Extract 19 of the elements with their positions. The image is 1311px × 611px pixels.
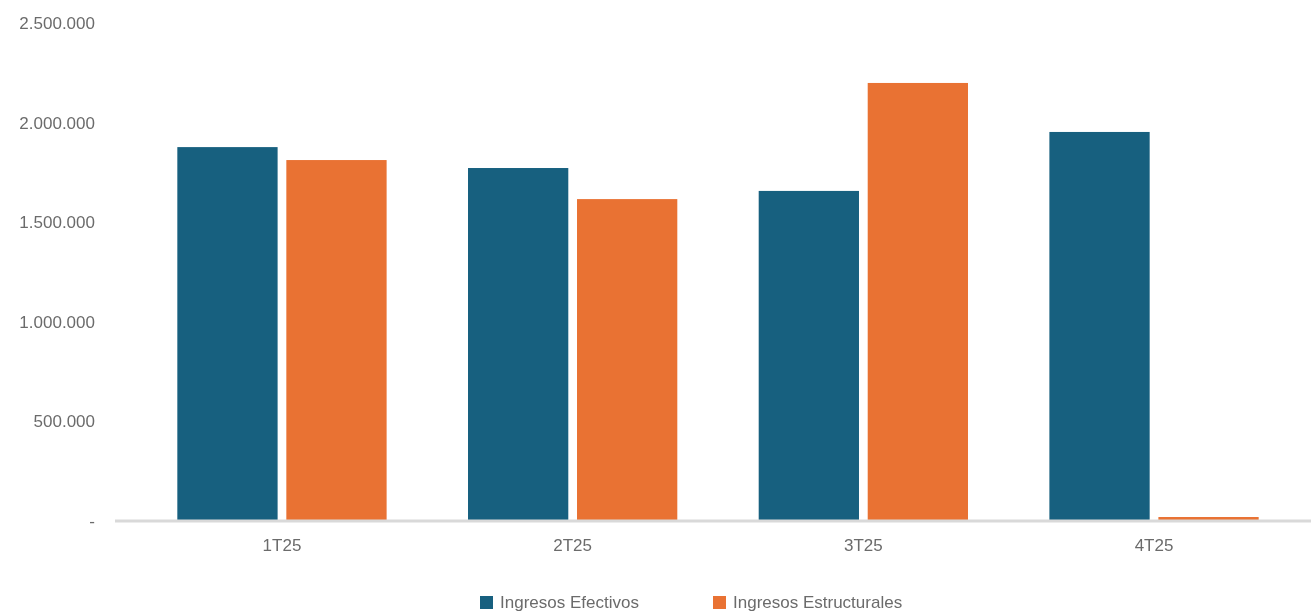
bar: [177, 147, 278, 521]
legend-label: Ingresos Efectivos: [500, 593, 639, 611]
y-tick-label: 2.500.000: [19, 13, 95, 33]
y-tick-label: 2.000.000: [19, 113, 95, 133]
x-tick-label: 2T25: [553, 536, 593, 555]
y-tick-label: -: [89, 511, 95, 531]
x-tick-label: 4T25: [1134, 536, 1174, 555]
bar: [1049, 131, 1150, 521]
x-tick-label: 1T25: [262, 536, 302, 555]
x-tick-label: 3T25: [843, 536, 883, 555]
y-tick-label: 500.000: [33, 412, 95, 432]
legend-label: Ingresos Estructurales: [733, 593, 903, 611]
bar: [286, 160, 387, 521]
bar: [758, 190, 859, 521]
bar: [577, 199, 678, 521]
bar: [867, 82, 968, 521]
y-tick-label: 1.000.000: [19, 312, 95, 332]
y-tick-label: 1.500.000: [19, 213, 95, 233]
bar: [468, 168, 569, 521]
